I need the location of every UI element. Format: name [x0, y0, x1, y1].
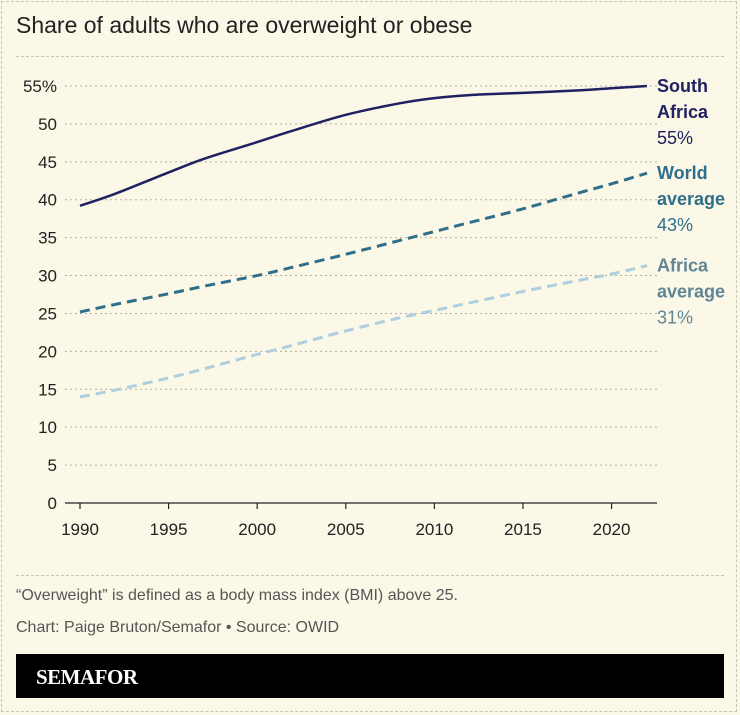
series-end-value: 43%	[657, 215, 693, 235]
series-line-world-average	[79, 171, 648, 314]
x-tick-label: 2020	[593, 520, 631, 539]
semafor-logo: SEMAFOR	[36, 665, 138, 689]
y-tick-label: 35	[38, 229, 57, 248]
y-tick-label: 25	[38, 304, 57, 323]
series-label: Africa	[657, 102, 709, 122]
x-tick-label: 2000	[238, 520, 276, 539]
y-tick-label: 5	[48, 456, 57, 475]
series-line-africa-average	[79, 264, 648, 399]
credit: Chart: Paige Bruton/Semafor • Source: OW…	[16, 619, 340, 636]
divider	[16, 56, 724, 57]
brand-bar: SEMAFOR	[16, 654, 724, 698]
series-label: World	[657, 163, 708, 183]
line-chart: 0 5 10 15 20 25 30 35 40 45 50 55% 1990 1995 2000 2005 2…	[23, 76, 725, 539]
chart-title: Share of adults who are overweight or ob…	[16, 12, 473, 38]
divider	[16, 575, 724, 576]
y-tick-label: 0	[48, 494, 57, 513]
y-tick-label: 40	[38, 191, 57, 210]
series-end-value: 55%	[657, 128, 693, 148]
x-tick-label: 2010	[415, 520, 453, 539]
series-end-value: 31%	[657, 308, 693, 328]
series-label: South	[657, 76, 708, 96]
series-label: average	[657, 189, 725, 209]
y-tick-label: 20	[38, 342, 57, 361]
y-tick-label: 50	[38, 115, 57, 134]
footnote: “Overweight” is defined as a body mass i…	[16, 587, 458, 604]
x-tick-label: 2005	[327, 520, 365, 539]
y-tick-label: 10	[38, 418, 57, 437]
series-label: Africa	[657, 256, 709, 276]
x-tick-label: 1995	[150, 520, 188, 539]
x-tick-label: 1990	[61, 520, 99, 539]
y-tick-label: 30	[38, 267, 57, 286]
y-tick-label: 15	[38, 380, 57, 399]
series-line-south-africa	[79, 84, 648, 207]
y-tick-label: 45	[38, 153, 57, 172]
series-label: average	[657, 282, 725, 302]
x-tick-label: 2015	[504, 520, 542, 539]
y-tick-label: 55%	[23, 77, 57, 96]
